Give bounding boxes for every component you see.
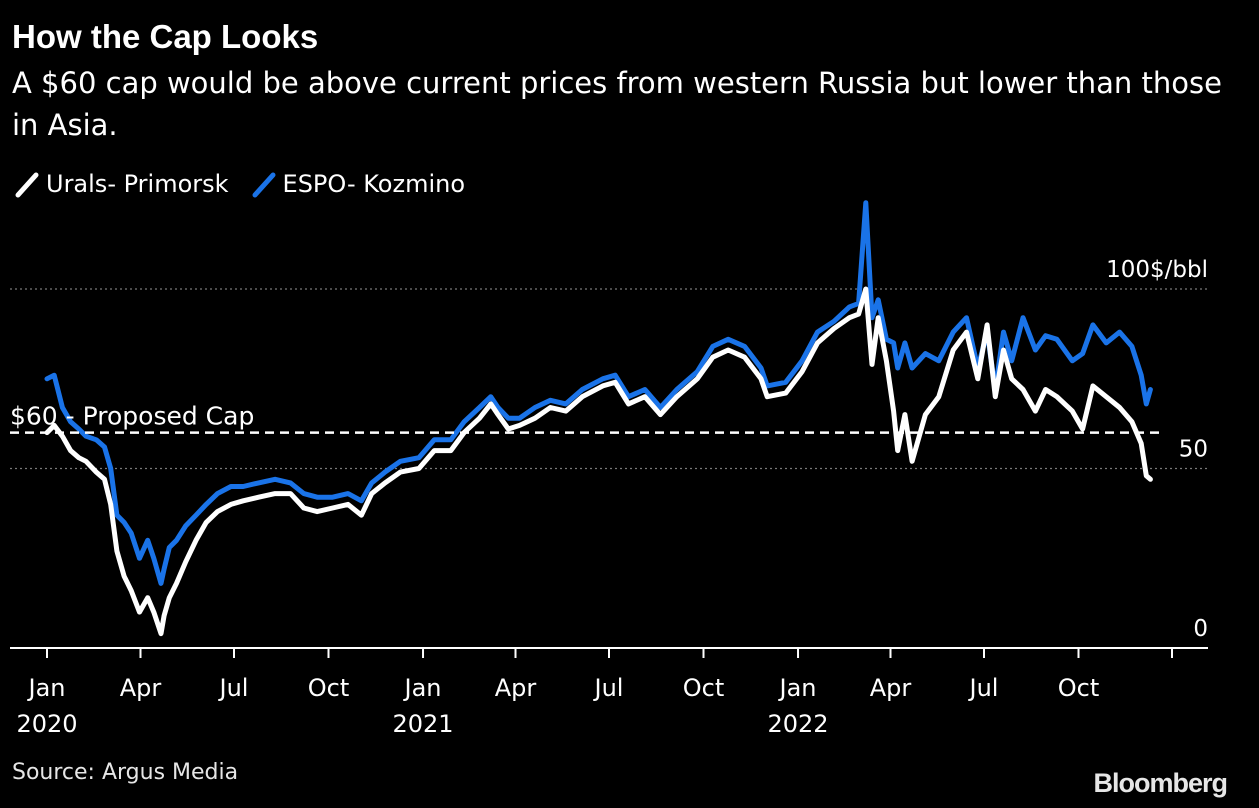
x-tick-label-2: Jul: [218, 674, 249, 702]
legend-swatch-urals: [15, 172, 39, 198]
legend-swatch-espo: [252, 172, 276, 198]
x-tick-label-11: Oct: [1058, 674, 1100, 702]
x-tick-label-9: Apr: [870, 674, 912, 702]
reference-line-group: $60 - Proposed Cap: [10, 402, 1160, 434]
chart-subtitle: A $60 cap would be above current prices …: [12, 66, 1222, 142]
legend-swatch-espo-mark: [252, 172, 276, 198]
x-tick-label-5: Apr: [495, 674, 537, 702]
reference-line-label: $60 - Proposed Cap: [10, 402, 254, 431]
x-tick-label-7: Oct: [683, 674, 725, 702]
x-tick-year-label-0: 2020: [16, 710, 77, 738]
y-tick-label-1: 50: [1179, 437, 1208, 463]
legend-label-espo: ESPO- Kozmino: [282, 170, 466, 198]
x-tick-label-6: Jul: [593, 674, 624, 702]
series-line-espo: [44, 200, 1153, 586]
y-tick-label-2: 100$/bbl: [1106, 257, 1208, 283]
legend-label-urals: Urals- Primorsk: [46, 170, 229, 198]
x-tick-label-4: Jan: [403, 674, 442, 702]
chart-title: How the Cap Looks: [12, 18, 319, 55]
x-tick-year-label-4: 2021: [392, 710, 453, 738]
y-tick-labels: 0 50 100$/bbl: [1106, 257, 1208, 642]
source-note: Source: Argus Media: [12, 760, 239, 785]
x-tick-label-10: Jul: [968, 674, 999, 702]
legend-item-urals: Urals- Primorsk: [14, 169, 229, 199]
legend-item-espo: ESPO- Kozmino: [251, 169, 465, 199]
x-axis: Jan 2020 Apr Jul Oct Jan 2021 Apr Jul Oct Jan 2022 A…: [10, 647, 1208, 738]
x-tick-year-label-8: 2022: [767, 710, 828, 738]
x-tick-label-0: Jan: [27, 674, 66, 702]
x-tick-label-1: Apr: [120, 674, 162, 702]
legend: Urals- Primorsk ESPO- Kozmino: [14, 166, 487, 202]
series-lines: [44, 200, 1153, 637]
x-tick-label-3: Oct: [308, 674, 350, 702]
y-tick-label-0: 0: [1193, 616, 1208, 642]
legend-swatch-urals-mark: [15, 172, 39, 198]
x-tick-label-8: Jan: [778, 674, 817, 702]
bloomberg-logo: Bloomberg: [1093, 768, 1228, 798]
series-line-urals: [44, 286, 1153, 637]
